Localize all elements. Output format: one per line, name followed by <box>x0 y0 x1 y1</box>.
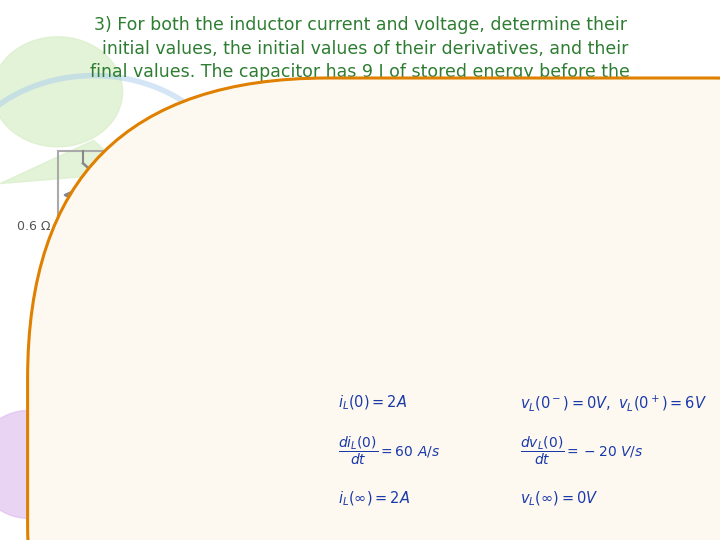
Circle shape <box>65 286 108 329</box>
Text: $v_L(0^-) = 0V,\ v_L(0^+) = 6V$: $v_L(0^-) = 0V,\ v_L(0^+) = 6V$ <box>521 393 707 413</box>
Bar <box>58 151 518 302</box>
Text: +: + <box>410 178 420 191</box>
Text: $i_L(\infty) = 2A$: $i_L(\infty) = 2A$ <box>338 490 410 508</box>
Text: $i_L(t)$: $i_L(t)$ <box>294 213 318 230</box>
Text: 0.6 Ω: 0.6 Ω <box>17 220 50 233</box>
Text: $v_L(t)$: $v_L(t)$ <box>356 219 384 235</box>
Text: +: + <box>347 178 358 191</box>
FancyBboxPatch shape <box>27 78 720 540</box>
Text: $\dfrac{di_L(0)}{dt} = 60\ A/s$: $\dfrac{di_L(0)}{dt} = 60\ A/s$ <box>338 435 441 467</box>
Text: 2 A: 2 A <box>142 220 162 233</box>
Ellipse shape <box>0 37 122 147</box>
Text: $v_c(t)$: $v_c(t)$ <box>389 219 417 235</box>
Circle shape <box>0 410 83 518</box>
Text: $\dfrac{dv_L(0)}{dt} = -20\ V/s$: $\dfrac{dv_L(0)}{dt} = -20\ V/s$ <box>521 435 644 467</box>
Text: −: − <box>347 262 358 275</box>
Text: $v_L(\infty) = 0V$: $v_L(\infty) = 0V$ <box>521 490 599 508</box>
Text: 0.5 F: 0.5 F <box>526 220 557 233</box>
Text: $i_L(0) = 2A$: $i_L(0) = 2A$ <box>338 394 408 412</box>
Text: −: − <box>410 262 420 275</box>
Text: 0.1 H: 0.1 H <box>282 133 312 146</box>
Polygon shape <box>0 140 130 184</box>
Text: 3) For both the inductor current and voltage, determine their
  initial values, : 3) For both the inductor current and vol… <box>90 16 630 105</box>
Text: $t=0$: $t=0$ <box>420 126 447 138</box>
